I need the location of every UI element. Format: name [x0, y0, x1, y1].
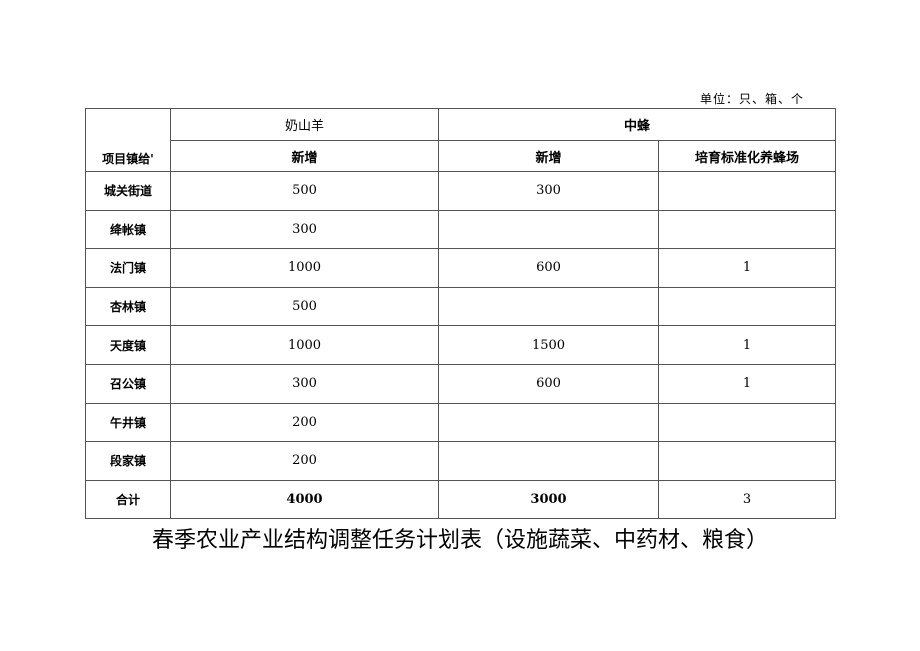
town-cell: 杏林镇 [85, 286, 171, 327]
goat-new-cell: 300 [170, 209, 439, 250]
town-cell: 天度镇 [85, 325, 171, 365]
group-header-goat: 奶山羊 [170, 108, 439, 141]
total-bee-new: 3000 [438, 479, 659, 520]
town-cell: 城关街道 [85, 171, 171, 211]
goat-new-cell: 500 [170, 286, 439, 327]
goat-new-cell: 500 [170, 171, 439, 211]
bee-new-cell: 600 [438, 248, 659, 288]
document-title: 春季农业产业结构调整任务计划表（设施蔬菜、中药材、粮食） [151, 528, 768, 553]
town-cell: 段家镇 [85, 441, 171, 481]
plan-table: 项目镇给' 奶山羊 中蜂 新增 新增 培育标准化养蜂场 城关街道 500 300 绛帐… [85, 108, 837, 520]
goat-new-cell: 1000 [170, 325, 439, 365]
bee-new-cell [438, 402, 659, 443]
bee-new-cell: 300 [438, 171, 659, 211]
goat-new-cell: 200 [170, 441, 439, 481]
unit-note: 单位：只、箱、个 [700, 92, 805, 106]
bee-farms-cell [657, 286, 837, 327]
goat-new-cell: 1000 [170, 248, 439, 288]
bee-new-cell [438, 209, 659, 250]
total-row: 合计 4000 3000 3 [85, 479, 837, 520]
goat-new-cell: 200 [170, 402, 439, 443]
bee-farms-cell [657, 402, 837, 443]
bee-new-cell: 600 [438, 363, 659, 404]
sub-header-bee-new: 新增 [438, 140, 659, 172]
table-row: 段家镇 200 [85, 441, 837, 481]
header-row-sub: 新增 新增 培育标准化养蜂场 [86, 140, 837, 172]
bee-farms-cell [657, 441, 837, 481]
table-row: 杏林镇 500 [85, 286, 837, 327]
goat-new-cell: 300 [170, 363, 439, 404]
bee-new-cell [438, 286, 659, 327]
table-row: 法门镇 1000 600 1 [85, 248, 837, 288]
bee-farms-cell: 1 [657, 325, 837, 365]
town-cell: 绛帐镇 [85, 209, 171, 250]
bee-farms-cell [657, 209, 837, 250]
table-row: 召公镇 300 600 1 [85, 363, 837, 404]
group-header-bee: 中蜂 [437, 108, 837, 141]
total-goat-new: 4000 [170, 479, 439, 520]
header-row-group: 项目镇给' 奶山羊 中蜂 [85, 108, 837, 172]
town-cell: 召公镇 [85, 363, 171, 404]
town-cell: 法门镇 [85, 248, 171, 288]
bee-farms-cell: 1 [657, 248, 837, 288]
total-label: 合计 [85, 479, 171, 520]
table-row: 城关街道 500 300 [85, 171, 837, 211]
bee-farms-cell [657, 171, 837, 211]
table-row: 绛帐镇 300 [85, 209, 837, 250]
total-bee-farms: 3 [657, 479, 837, 520]
bee-new-cell: 1500 [438, 325, 659, 365]
corner-header: 项目镇给' [85, 108, 171, 172]
table-row: 午井镇 200 [85, 402, 837, 443]
town-cell: 午井镇 [85, 402, 171, 443]
bee-farms-cell: 1 [657, 363, 837, 404]
table-row: 天度镇 1000 1500 1 [85, 325, 837, 365]
bee-new-cell [438, 441, 659, 481]
sub-header-goat-new: 新增 [170, 140, 439, 172]
sub-header-bee-farms: 培育标准化养蜂场 [657, 140, 837, 172]
